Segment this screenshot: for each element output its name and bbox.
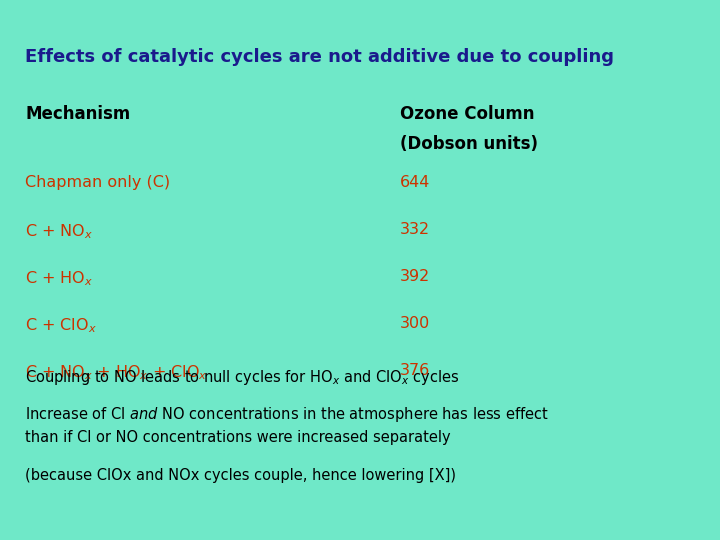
Text: 644: 644 xyxy=(400,175,430,190)
Text: C + ClO$_x$: C + ClO$_x$ xyxy=(25,316,97,335)
Text: Coupling to NO leads to null cycles for HO$_x$ and ClO$_x$ cycles: Coupling to NO leads to null cycles for … xyxy=(25,368,459,387)
Text: Effects of catalytic cycles are not additive due to coupling: Effects of catalytic cycles are not addi… xyxy=(25,48,614,66)
Text: (Dobson units): (Dobson units) xyxy=(400,135,538,153)
Text: Increase of Cl $\it{and}$ NO concentrations in the atmosphere has less effect
th: Increase of Cl $\it{and}$ NO concentrati… xyxy=(25,405,549,445)
Text: 392: 392 xyxy=(400,269,430,284)
Text: Chapman only (C): Chapman only (C) xyxy=(25,175,171,190)
Text: 300: 300 xyxy=(400,316,430,331)
Text: C + NO$_x$: C + NO$_x$ xyxy=(25,222,94,241)
Text: Ozone Column: Ozone Column xyxy=(400,105,534,123)
Text: C + HO$_x$: C + HO$_x$ xyxy=(25,269,94,288)
Text: Mechanism: Mechanism xyxy=(25,105,130,123)
Text: 332: 332 xyxy=(400,222,430,237)
Text: 376: 376 xyxy=(400,363,430,378)
Text: (because ClOx and NOx cycles couple, hence lowering [X]): (because ClOx and NOx cycles couple, hen… xyxy=(25,468,456,483)
Text: C + NO$_x$ + HO$_x$ + ClO$_x$: C + NO$_x$ + HO$_x$ + ClO$_x$ xyxy=(25,363,208,382)
